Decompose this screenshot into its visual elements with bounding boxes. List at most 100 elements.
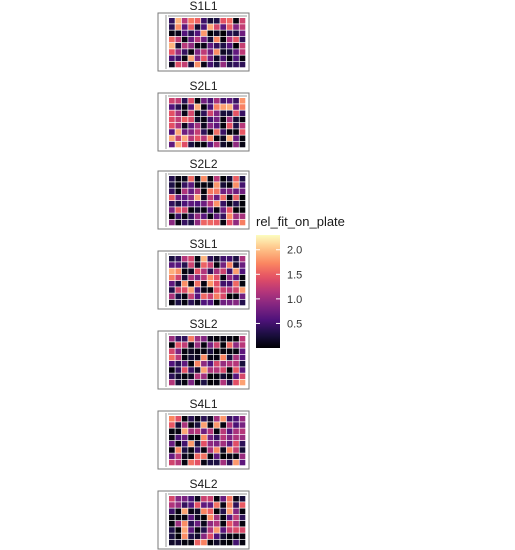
plate-well [207,141,214,148]
plate-well [188,98,194,104]
panel-title: S3L2 [189,317,217,331]
plate-well [169,416,175,422]
plate-well [194,129,201,135]
plate-well [181,213,188,220]
plate-well [169,354,175,361]
plate-well [194,514,201,521]
plate-well [175,135,182,142]
colorbar-tick-label: 0.5 [287,318,302,330]
plate-well [220,539,227,546]
plate-well [226,508,233,515]
plate-well [239,104,246,110]
plate-well [226,30,233,37]
plate-well [220,123,227,129]
plate-well [226,342,233,348]
plate-well [233,49,239,55]
plate-well [188,508,194,515]
plate-well [169,342,175,348]
colorbar-tick-label: 1.0 [287,294,302,306]
plate-well [194,533,201,540]
plate-well [226,55,233,62]
plate-well [201,30,207,37]
plate-well [169,30,175,37]
plate-well [201,262,207,268]
plate-well [188,293,194,300]
plate-well [220,533,227,540]
plate-well [233,453,239,460]
plate-well [239,176,246,182]
plate-well [181,135,188,142]
plate-well [226,434,233,441]
plate-well [207,496,214,502]
plate-well [207,43,214,49]
plate-well [207,201,214,207]
plate-well [188,36,194,43]
plate-well [188,176,194,182]
plate-well [220,116,227,123]
plate-well [226,453,233,460]
plate-well [233,43,239,49]
plate-well [233,129,239,135]
plate-well [201,182,207,188]
plate-well [207,268,214,275]
plate-well [220,441,227,447]
plate-well [188,354,194,361]
plate-well [169,188,175,195]
plate-well [201,194,207,201]
plate-well [239,354,246,361]
plate-well [226,49,233,55]
panel-title: S3L1 [189,237,217,251]
plate-well [213,213,220,220]
plate-well [194,287,201,293]
plate-well [194,416,201,422]
plate-well [239,268,246,275]
plate-well [188,539,194,546]
plate-well [181,201,188,207]
plate-well [220,201,227,207]
plate-well [194,256,201,262]
plate-well [233,24,239,30]
plate-well [194,98,201,104]
plate-well [169,361,175,367]
plate-well [233,533,239,540]
plate-well [213,287,220,293]
plate-well [239,416,246,422]
plate-well [220,30,227,37]
plate-well [181,299,188,306]
plate-well [233,354,239,361]
plate-well [175,508,182,515]
plate-well [169,287,175,293]
plate-well [226,441,233,447]
plate-well [207,61,214,68]
plate-well [181,141,188,148]
plate-well [181,18,188,24]
plate-well [194,373,201,380]
plate-well [201,36,207,43]
plate-well [175,110,182,117]
plate-well [175,213,182,220]
plate-well [201,219,207,226]
plate-well [213,194,220,201]
plate-well [188,416,194,422]
plate-well [201,207,207,213]
plate-well [220,453,227,460]
plate-well [226,367,233,373]
plate-well [220,256,227,262]
plate-well [239,287,246,293]
plate-well [181,274,188,281]
plate-well [207,135,214,142]
plate-well [207,373,214,380]
plate-well [175,514,182,521]
plate-well [233,141,239,148]
plate-well [233,508,239,515]
panel-title: S4L2 [189,477,217,491]
plate-well [181,428,188,435]
plate-well [181,110,188,117]
plate-well [188,496,194,502]
plate-well [194,422,201,428]
plate-well [201,188,207,195]
plate-well [226,98,233,104]
panel-title: S2L2 [189,157,217,171]
plate-well [239,201,246,207]
plate-well [175,428,182,435]
